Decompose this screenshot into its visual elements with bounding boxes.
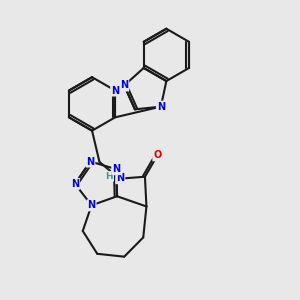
Text: N: N: [112, 164, 120, 174]
Text: N: N: [116, 173, 124, 183]
Text: N: N: [71, 179, 79, 189]
Text: N: N: [120, 80, 128, 91]
Text: H: H: [106, 172, 113, 181]
Text: N: N: [88, 200, 96, 210]
Text: N: N: [86, 157, 94, 166]
Text: N: N: [111, 85, 119, 96]
Text: N: N: [157, 102, 165, 112]
Text: O: O: [153, 150, 162, 161]
